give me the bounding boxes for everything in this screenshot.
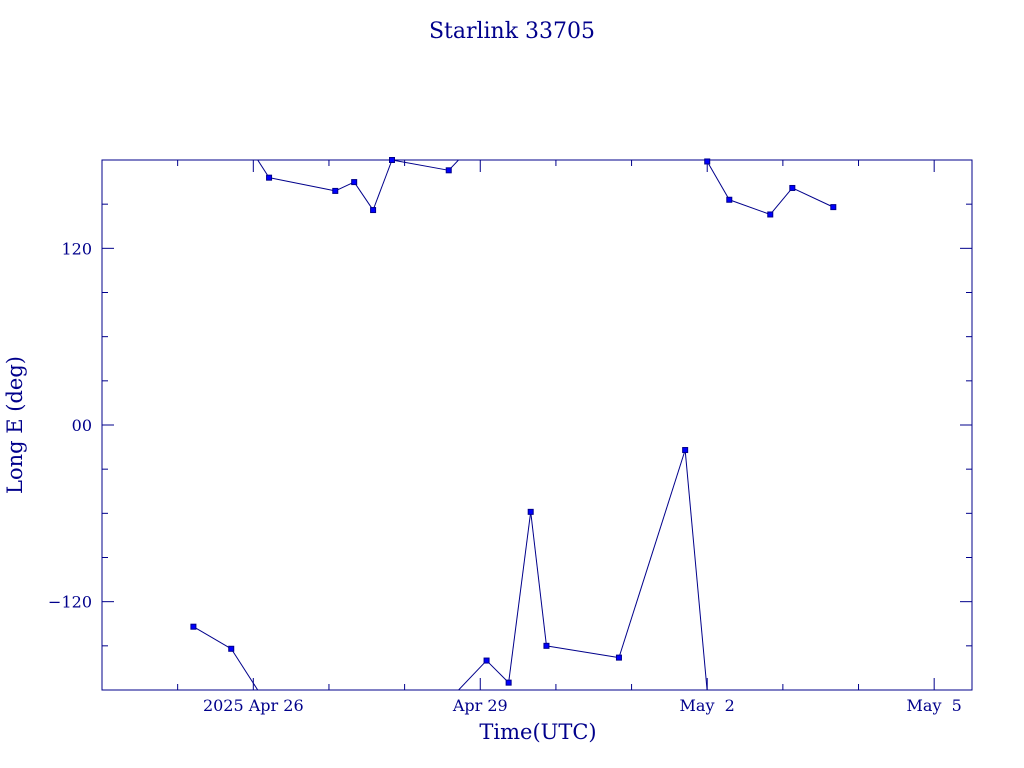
- data-point: [266, 174, 273, 181]
- series-segment: [792, 187, 834, 208]
- series-segment: [391, 160, 449, 171]
- series-segment: [457, 660, 487, 690]
- series-segment: [769, 187, 793, 215]
- y-tick-labels: −120 00 120: [48, 239, 92, 611]
- data-point: [370, 207, 377, 214]
- data-point: [615, 654, 622, 661]
- axis-ticks: [102, 160, 972, 690]
- series-segment: [448, 160, 460, 171]
- series-segment: [335, 181, 355, 192]
- data-point: [332, 187, 339, 194]
- series-segment: [353, 181, 374, 211]
- data-point: [767, 211, 774, 218]
- y-tick-label: −120: [48, 593, 92, 612]
- y-tick-label: 00: [72, 416, 92, 435]
- series-segment: [729, 199, 771, 215]
- series-segment: [546, 645, 620, 659]
- chart-title: Starlink 33705: [429, 19, 595, 44]
- series-segment: [618, 449, 686, 658]
- series-segment: [193, 626, 232, 650]
- data-point: [445, 167, 452, 174]
- data-point: [351, 179, 358, 186]
- series-segment: [268, 177, 336, 192]
- data-point: [190, 623, 197, 630]
- y-axis-label: Long E (deg): [3, 356, 27, 494]
- series-segment: [257, 160, 270, 178]
- series-segment: [508, 511, 532, 683]
- data-point: [704, 158, 711, 165]
- x-tick-label: May 5: [907, 696, 962, 715]
- data-point: [527, 508, 534, 515]
- data-point: [543, 642, 550, 649]
- x-axis-label: Time(UTC): [479, 720, 596, 744]
- series-segment: [372, 160, 393, 211]
- data-point: [228, 645, 235, 652]
- series-segment: [530, 511, 547, 646]
- x-tick-label: Apr 29: [452, 696, 508, 715]
- series-segment: [706, 161, 730, 200]
- data-series: [190, 157, 837, 690]
- data-point: [682, 447, 689, 454]
- x-tick-label: 2025 Apr 26: [203, 696, 304, 715]
- y-tick-label: 120: [61, 239, 92, 258]
- x-tick-label: May 2: [680, 696, 735, 715]
- series-segment: [230, 648, 259, 690]
- x-tick-labels: 2025 Apr 26 Apr 29 May 2 May 5: [203, 696, 962, 715]
- series-segment: [706, 160, 708, 162]
- data-point: [789, 184, 796, 191]
- plot-frame: [101, 159, 973, 691]
- data-point: [505, 679, 512, 686]
- data-point: [483, 657, 490, 664]
- data-point: [726, 196, 733, 203]
- series-lines: [193, 160, 834, 690]
- series-segment: [684, 449, 708, 690]
- series-segment: [486, 660, 509, 683]
- data-point: [389, 157, 395, 163]
- data-point: [830, 204, 837, 211]
